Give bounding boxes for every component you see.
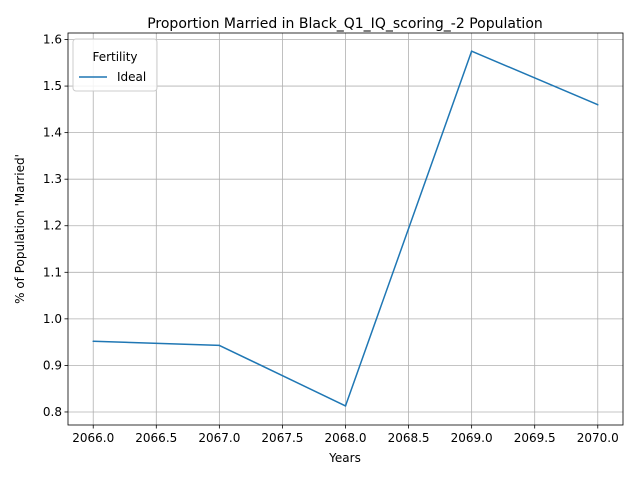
y-tick-label: 1.5 xyxy=(43,79,62,93)
legend-box xyxy=(72,38,158,92)
legend: Fertility Ideal xyxy=(72,38,158,92)
y-tick-label: 0.8 xyxy=(43,405,62,419)
x-tick-label: 2068.5 xyxy=(388,431,430,445)
x-tick-label: 2070.0 xyxy=(577,431,619,445)
x-tick-label: 2069.0 xyxy=(451,431,493,445)
x-tick-label: 2067.5 xyxy=(261,431,303,445)
data-point xyxy=(218,344,221,347)
data-point xyxy=(597,103,599,106)
chart-title: Proportion Married in Black_Q1_IQ_scorin… xyxy=(147,16,543,32)
x-tick-label: 2066.5 xyxy=(135,431,177,445)
x-tick-label: 2069.5 xyxy=(514,431,556,445)
y-tick-label: 1.2 xyxy=(43,219,62,233)
legend-title: Fertility xyxy=(92,50,137,64)
x-tick-label: 2067.0 xyxy=(198,431,240,445)
y-tick-label: 1.0 xyxy=(43,312,62,326)
y-tick-label: 1.6 xyxy=(43,33,62,47)
data-point xyxy=(344,405,347,407)
x-axis-label: Years xyxy=(328,451,361,465)
data-point xyxy=(92,340,94,342)
x-axis: 2066.0 2066.5 2067.0 2067.5 2068.0 2068.5 2069… xyxy=(72,425,619,445)
grid xyxy=(68,33,623,425)
y-tick-label: 1.4 xyxy=(43,126,62,140)
y-axis-label: % of Population 'Married' xyxy=(13,154,27,304)
legend-entry-ideal: Ideal xyxy=(117,70,146,84)
x-tick-label: 2066.0 xyxy=(72,431,114,445)
x-tick-label: 2068.0 xyxy=(325,431,367,445)
y-tick-label: 1.3 xyxy=(43,172,62,186)
data-point xyxy=(470,50,473,52)
series-layer xyxy=(92,50,599,407)
y-tick-label: 1.1 xyxy=(43,265,62,279)
y-axis: 0.8 0.9 1.0 1.1 1.2 1.3 1.4 1.5 1.6 xyxy=(43,33,68,419)
y-tick-label: 0.9 xyxy=(43,358,62,372)
